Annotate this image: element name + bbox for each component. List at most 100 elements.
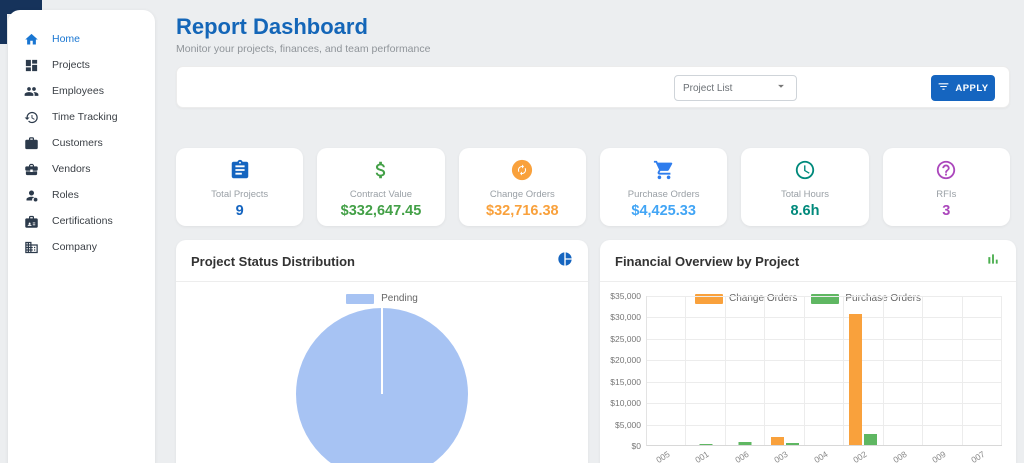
sidebar-item-time-tracking[interactable]: Time Tracking <box>8 104 155 130</box>
bar-purchase-orders[interactable] <box>785 442 799 445</box>
vendors-business-icon <box>23 161 39 177</box>
y-axis-tick-label: $25,000 <box>610 333 641 344</box>
bar-card-header: Financial Overview by Project <box>600 240 1016 282</box>
roles-person-icon <box>23 187 39 203</box>
bar-purchase-orders[interactable] <box>699 443 713 445</box>
projects-grid-icon <box>23 57 39 73</box>
filter-icon <box>937 80 950 96</box>
bar-group <box>738 441 752 445</box>
x-axis-tick-label: ...005 <box>648 449 672 463</box>
gridline <box>647 403 1002 405</box>
page-title: Report Dashboard <box>176 14 368 39</box>
bar-chart-plot: $35,000 $30,000 $25,000 $20,000 $15,000 $10,0… <box>610 291 1002 463</box>
y-axis-tick-label: $10,000 <box>610 398 641 409</box>
pie-chart-area <box>176 308 588 463</box>
bar-category: ...008 <box>884 296 924 463</box>
sidebar-item-projects[interactable]: Projects <box>8 52 155 78</box>
bar-category: ...003 <box>765 296 805 463</box>
gridline <box>647 317 1002 319</box>
company-building-icon <box>23 239 39 255</box>
time-tracking-icon <box>23 109 39 125</box>
gridline <box>647 296 1002 297</box>
stat-card-label: RFIs <box>936 189 957 200</box>
x-axis-tick-label: ...008 <box>884 449 909 463</box>
sidebar-item-customers[interactable]: Customers <box>8 130 155 156</box>
bar-category: ...001 <box>686 296 726 463</box>
bar-purchase-orders[interactable] <box>864 434 878 445</box>
stat-card-value: $32,716.38 <box>486 203 559 219</box>
bar-chart-icon <box>985 251 1001 272</box>
bar-purchase-orders[interactable] <box>738 441 752 445</box>
y-axis-tick-label: $30,000 <box>610 312 641 323</box>
bar-chart-card: Financial Overview by Project Change Ord… <box>600 240 1016 463</box>
stat-card-label: Total Projects <box>211 189 269 200</box>
x-axis-tick-label: ...001 <box>687 449 711 463</box>
certifications-badge-icon <box>23 213 39 229</box>
gridline <box>647 338 1002 340</box>
stat-card-value: 8.6h <box>790 203 820 219</box>
bar-category: ...006 <box>726 296 766 463</box>
sidebar-item-certifications[interactable]: Certifications <box>8 208 155 234</box>
stat-card-value: $4,425.33 <box>631 203 696 219</box>
y-axis-tick-label: $0 <box>631 441 641 451</box>
stat-card-label: Change Orders <box>489 189 555 200</box>
y-axis-tick-label: $15,000 <box>610 376 641 387</box>
gridline <box>647 381 1002 383</box>
pie-legend: Pending <box>176 293 588 304</box>
legend-swatch <box>811 293 840 304</box>
stat-card-change-orders: Change Orders $32,716.38 <box>458 148 586 226</box>
bar-group <box>770 436 799 445</box>
employees-icon <box>23 83 39 99</box>
bar-category: ...004 <box>805 296 845 463</box>
legend-swatch[interactable] <box>346 293 375 304</box>
sidebar-item-label: Customers <box>52 137 103 149</box>
legend-entry[interactable]: Change Orders <box>695 293 797 304</box>
cart-icon <box>600 159 727 183</box>
stat-card-total-hours: Total Hours 8.6h <box>741 148 869 226</box>
chevron-down-icon <box>774 79 788 98</box>
bar-card-title: Financial Overview by Project <box>615 254 800 269</box>
x-axis-tick-label: ...002 <box>845 449 869 463</box>
sidebar-item-label: Certifications <box>52 215 113 227</box>
sidebar-item-label: Time Tracking <box>52 111 118 123</box>
y-axis-tick-label: $5,000 <box>615 419 641 430</box>
y-axis-tick-label: $20,000 <box>610 355 641 366</box>
gridline <box>647 360 1002 362</box>
project-list-dropdown[interactable]: Project List <box>674 75 797 101</box>
stat-card-label: Purchase Orders <box>627 189 700 200</box>
filter-bar: Project List APPLY <box>176 66 1010 108</box>
sidebar-item-roles[interactable]: Roles <box>8 182 155 208</box>
bar-change-orders[interactable] <box>770 436 784 445</box>
sidebar-item-home[interactable]: Home <box>8 26 155 52</box>
stat-card-rfis: RFIs 3 <box>882 148 1010 226</box>
sidebar-item-label: Roles <box>52 189 79 201</box>
sidebar-item-employees[interactable]: Employees <box>8 78 155 104</box>
bar-change-orders[interactable] <box>849 313 863 445</box>
sidebar-item-label: Home <box>52 33 81 45</box>
legend-label[interactable]: Pending <box>381 293 418 304</box>
legend-swatch <box>695 293 724 304</box>
bar-category: ...009 <box>923 296 963 463</box>
gridline <box>647 424 1002 426</box>
sidebar-item-label: Employees <box>52 85 104 97</box>
sidebar-item-vendors[interactable]: Vendors <box>8 156 155 182</box>
corner-accent <box>0 0 7 44</box>
pie-slice-divider <box>381 308 383 394</box>
pie-chart <box>296 308 468 463</box>
stat-card-value: 9 <box>235 203 244 219</box>
bar-category: ...007 <box>963 296 1002 463</box>
main-content: Report Dashboard Monitor your projects, … <box>163 0 1024 463</box>
sidebar-item-company[interactable]: Company <box>8 234 155 260</box>
sidebar-item-label: Projects <box>52 59 90 71</box>
clipboard-icon <box>176 159 303 183</box>
home-icon <box>23 31 39 47</box>
clock-icon <box>741 159 868 183</box>
apply-button-label: APPLY <box>955 82 989 94</box>
bar-category: ...005 <box>647 296 687 463</box>
pie-chart-card: Project Status Distribution Pending <box>176 240 588 463</box>
apply-button[interactable]: APPLY <box>931 75 995 101</box>
stat-card-contract-value: Contract Value $332,647.45 <box>317 148 445 226</box>
x-axis-tick-label: ...003 <box>766 449 790 463</box>
sidebar-nav-list: Home Projects Employees Time Tracking Cu… <box>8 26 155 260</box>
stat-card-label: Contract Value <box>349 189 413 200</box>
